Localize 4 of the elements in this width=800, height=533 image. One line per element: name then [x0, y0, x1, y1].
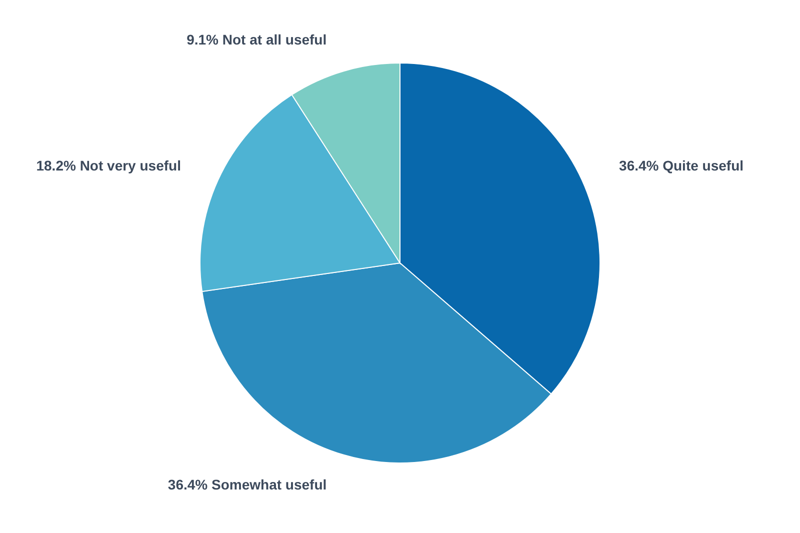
slice-label: 9.1% Not at all useful — [186, 31, 327, 48]
slice-label: 18.2% Not very useful — [36, 158, 181, 174]
slice-label: 36.4% Somewhat useful — [168, 476, 327, 493]
slice-label: 36.4% Quite useful — [619, 158, 744, 174]
